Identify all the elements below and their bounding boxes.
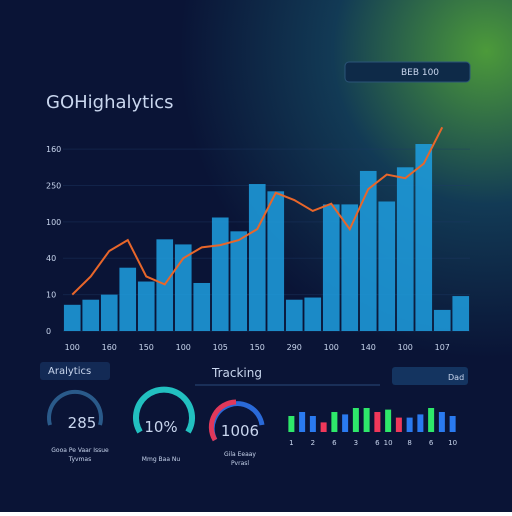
bar	[322, 204, 340, 331]
bar	[341, 204, 359, 331]
mini-bar	[288, 416, 295, 432]
bar	[396, 167, 414, 331]
mini-bar	[374, 412, 381, 432]
mini-x-label: 10	[384, 439, 393, 447]
bar	[100, 294, 118, 331]
mini-x-label: 2	[311, 439, 315, 447]
tracking-label: Tracking	[211, 366, 262, 380]
mini-x-label: 10	[448, 439, 457, 447]
x-tick-label: 160	[102, 343, 117, 352]
bar	[304, 297, 322, 331]
x-tick-label: 100	[65, 343, 80, 352]
mini-bar	[417, 414, 424, 432]
gauge-ring	[47, 389, 103, 426]
y-tick-label: 10	[46, 291, 56, 300]
mini-bar	[320, 422, 327, 432]
x-tick-label: 150	[139, 343, 154, 352]
mini-x-label: 1	[289, 439, 293, 447]
mini-bar	[352, 408, 359, 432]
mini-bar	[309, 416, 316, 432]
gauge-value: 285	[68, 414, 97, 432]
analytics-label: Aralytics	[48, 366, 91, 377]
mini-bar	[406, 417, 413, 432]
y-tick-label: 100	[46, 218, 61, 227]
x-tick-label: 150	[250, 343, 265, 352]
bar	[119, 267, 137, 331]
mini-x-label: 3	[354, 439, 358, 447]
gauge-value: 10%	[144, 418, 177, 436]
bar	[174, 244, 192, 331]
bar	[137, 281, 155, 331]
mini-bar	[395, 417, 402, 432]
toolbar-text: BEB 100	[401, 68, 439, 78]
mini-bar	[428, 408, 435, 432]
gauge-caption: Tyvmas	[68, 456, 91, 463]
bar	[415, 144, 433, 331]
mini-x-label: 6	[375, 439, 380, 447]
bar	[378, 201, 396, 331]
mini-x-label: 8	[407, 439, 411, 447]
y-tick-label: 0	[46, 327, 51, 336]
trend-line	[71, 126, 444, 296]
bar	[359, 170, 377, 331]
gauge-caption: Pvrasl	[231, 460, 249, 467]
gauge-caption: Gila Eeaay	[224, 451, 256, 458]
bar	[267, 191, 285, 331]
analytics-tab[interactable]	[40, 362, 110, 380]
mini-x-label: 6	[429, 439, 434, 447]
bar	[63, 304, 81, 331]
app-title: GOHighalytics	[46, 92, 174, 113]
bar	[211, 217, 229, 331]
mini-bar	[438, 412, 445, 432]
mini-bar	[363, 408, 370, 432]
mini-bar	[299, 412, 306, 432]
mini-bar	[385, 409, 392, 432]
bar	[230, 231, 248, 331]
x-tick-label: 140	[361, 343, 376, 352]
x-tick-label: 100	[398, 343, 413, 352]
gauge-ring	[133, 386, 195, 434]
bar	[452, 296, 470, 331]
x-tick-label: 105	[213, 343, 228, 352]
mini-bar	[449, 416, 456, 432]
mini-bar	[342, 414, 349, 432]
x-tick-label: 100	[324, 343, 339, 352]
bar	[433, 309, 451, 331]
mini-x-label: 6	[332, 439, 337, 447]
tracking-button-text: Dad	[448, 373, 464, 382]
bar	[82, 299, 100, 331]
bar	[248, 184, 266, 331]
y-tick-label: 40	[46, 254, 56, 263]
bar	[285, 299, 303, 331]
x-tick-label: 107	[435, 343, 450, 352]
gauge-ring	[208, 399, 237, 442]
tracking-button[interactable]	[392, 367, 468, 385]
mini-bar	[331, 412, 338, 432]
gauge-value: 1006	[221, 422, 259, 440]
gauge-caption: Mmg Baa Nu	[142, 456, 181, 463]
x-tick-label: 290	[287, 343, 302, 352]
bar	[193, 282, 211, 331]
toolbar[interactable]	[344, 61, 471, 83]
gauge-caption: Gooa Pe Vaar Issue	[51, 447, 109, 454]
x-tick-label: 100	[176, 343, 191, 352]
y-tick-label: 250	[46, 181, 61, 190]
y-tick-label: 160	[46, 145, 61, 154]
